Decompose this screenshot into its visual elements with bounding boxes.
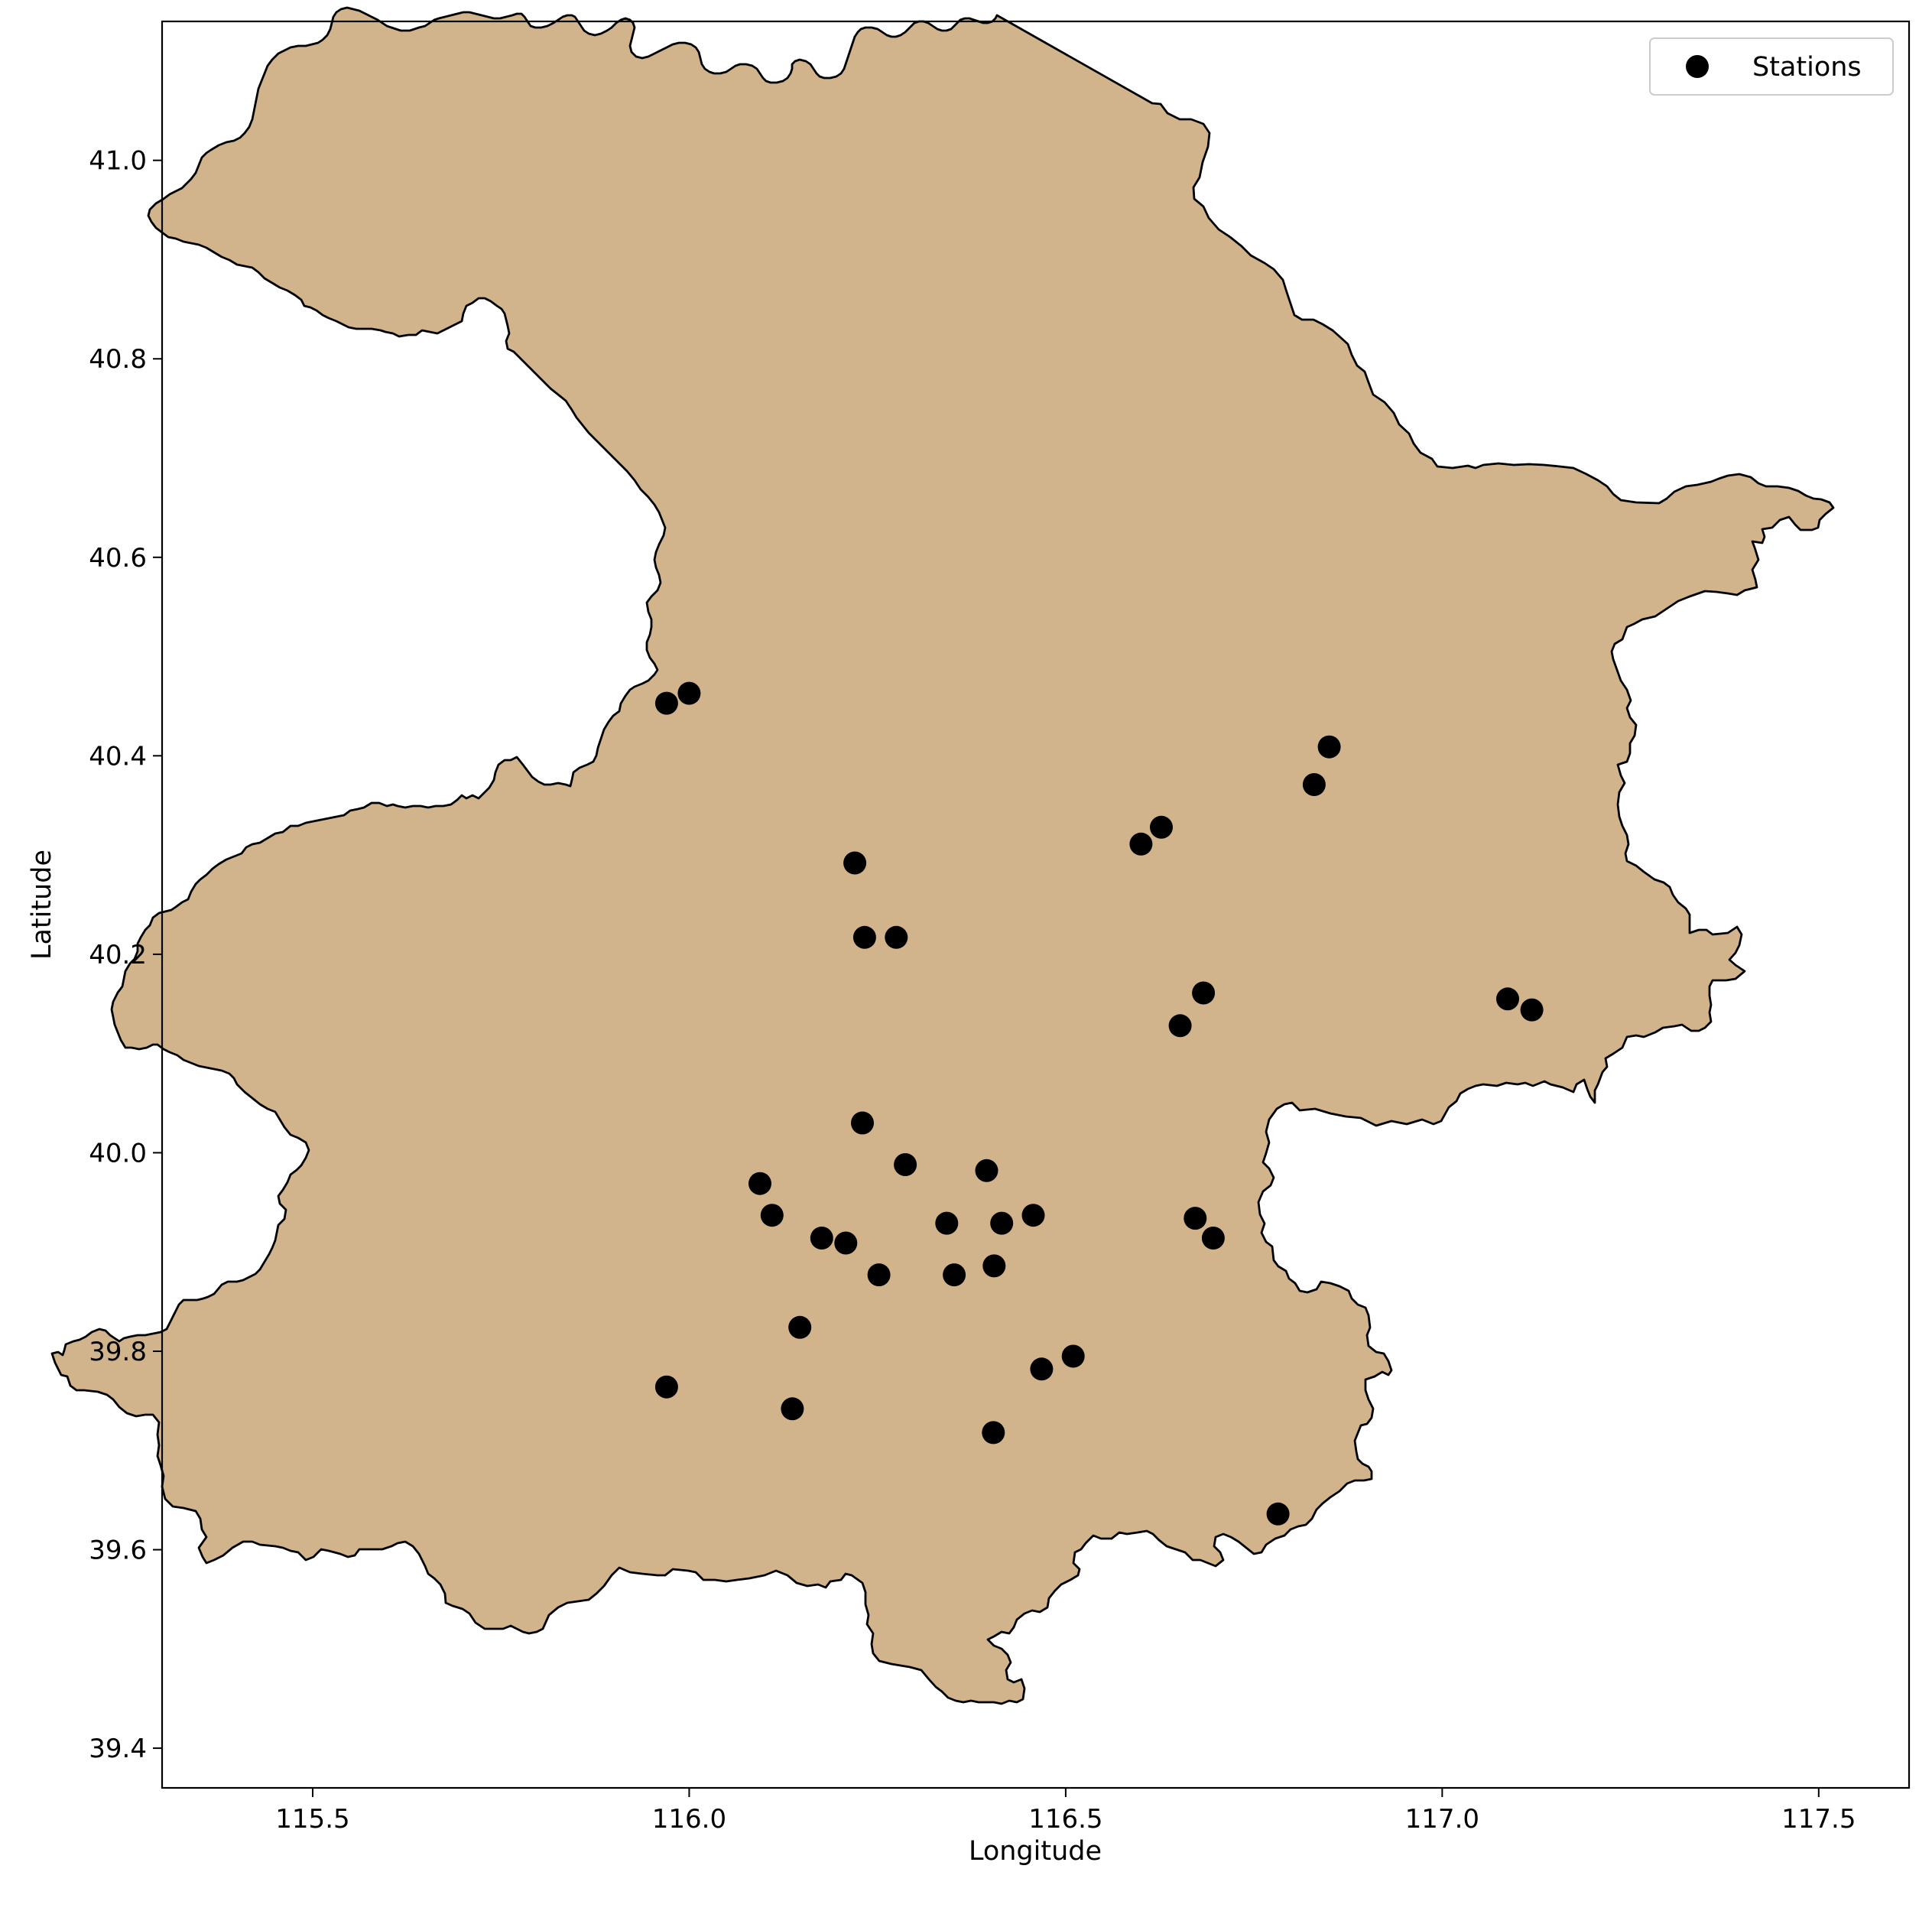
station-point-18 <box>760 1204 784 1227</box>
station-point-34 <box>982 1421 1005 1445</box>
station-point-26 <box>982 1254 1006 1278</box>
station-point-20 <box>1184 1207 1207 1230</box>
station-point-24 <box>810 1227 833 1250</box>
station-point-22 <box>935 1211 959 1235</box>
legend: Stations <box>1649 37 1894 96</box>
legend-box <box>1649 37 1894 96</box>
station-point-15 <box>894 1153 917 1176</box>
legend-marker <box>1686 55 1709 78</box>
station-point-30 <box>654 1375 678 1399</box>
station-point-31 <box>1061 1344 1085 1368</box>
x-tick-label: 115.5 <box>275 1804 349 1835</box>
station-point-14 <box>851 1111 874 1135</box>
station-point-2 <box>677 681 701 705</box>
station-point-13 <box>1520 998 1544 1022</box>
station-point-5 <box>1150 815 1173 839</box>
station-point-35 <box>1266 1502 1290 1526</box>
x-tick-label: 116.5 <box>1028 1804 1102 1835</box>
legend-label-stations: Stations <box>1752 52 1862 83</box>
station-point-29 <box>788 1315 812 1339</box>
y-tick-label: 39.6 <box>89 1536 147 1566</box>
y-axis-label: Latitude <box>27 850 57 960</box>
y-tick-label: 40.0 <box>89 1138 147 1168</box>
y-tick-label: 39.8 <box>89 1337 147 1367</box>
station-point-9 <box>885 925 908 949</box>
station-point-7 <box>843 851 867 875</box>
station-point-25 <box>834 1231 858 1255</box>
stations-layer <box>654 681 1544 1526</box>
y-tick-label: 40.6 <box>89 543 147 574</box>
station-point-32 <box>1030 1357 1054 1381</box>
station-point-19 <box>1021 1204 1045 1227</box>
x-tick-label: 117.0 <box>1405 1804 1479 1835</box>
beijing-boundary-region <box>50 6 1835 1705</box>
station-point-23 <box>990 1211 1014 1235</box>
station-point-4 <box>1302 773 1326 796</box>
y-tick-label: 39.4 <box>89 1734 147 1764</box>
y-axis-ticks: 39.4 39.6 39.8 40.0 40.2 40.4 40.6 40.8 41.0 <box>89 146 162 1764</box>
station-point-3 <box>1317 735 1341 759</box>
station-point-12 <box>1496 987 1519 1011</box>
y-tick-label: 40.8 <box>89 344 147 375</box>
x-tick-label: 117.5 <box>1781 1804 1856 1835</box>
station-point-8 <box>852 925 876 949</box>
station-point-6 <box>1129 832 1153 856</box>
station-point-1 <box>654 691 678 715</box>
station-point-16 <box>975 1159 998 1182</box>
station-point-33 <box>781 1397 804 1421</box>
station-point-17 <box>748 1172 771 1195</box>
y-tick-label: 40.4 <box>89 741 147 772</box>
axes-frame <box>161 20 1911 1789</box>
x-axis-label: Longitude <box>969 1836 1102 1867</box>
x-tick-label: 116.0 <box>652 1804 726 1835</box>
station-point-27 <box>867 1263 891 1287</box>
x-axis-ticks: 115.5 116.0 116.5 117.0 117.5 <box>275 1788 1856 1835</box>
y-tick-label: 40.2 <box>89 940 147 970</box>
station-point-21 <box>1201 1227 1225 1250</box>
y-tick-label: 41.0 <box>89 146 147 177</box>
station-point-28 <box>943 1263 966 1287</box>
station-point-11 <box>1168 1014 1192 1038</box>
station-point-10 <box>1192 981 1216 1005</box>
